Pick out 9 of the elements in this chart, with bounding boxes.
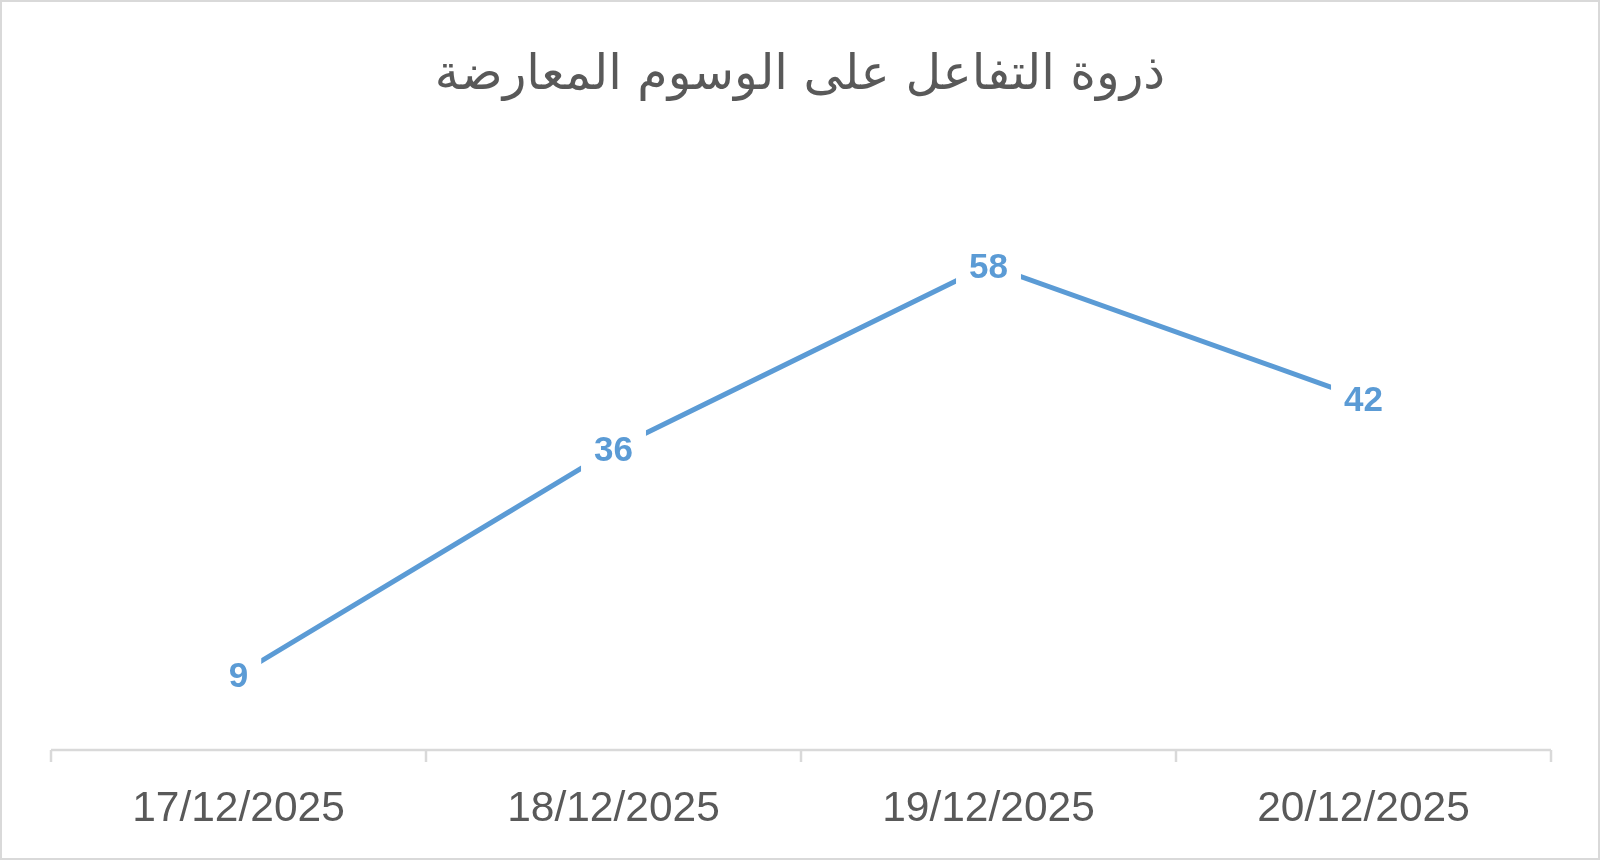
x-tick-label: 19/12/2025	[882, 782, 1095, 830]
data-label: 36	[594, 429, 633, 469]
data-label: 42	[1344, 379, 1383, 419]
x-tick-label: 20/12/2025	[1257, 782, 1470, 830]
x-tick-label: 17/12/2025	[132, 782, 345, 830]
x-tick-label: 18/12/2025	[507, 782, 720, 830]
title: ذروة التفاعل على الوسوم المعارضة	[434, 43, 1166, 101]
data-label: 9	[228, 655, 249, 695]
data-label: 58	[969, 245, 1008, 285]
